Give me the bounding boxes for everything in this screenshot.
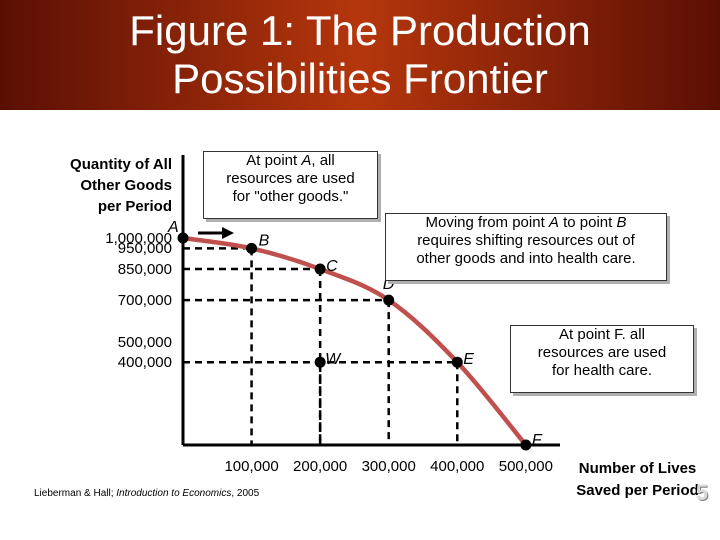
y-tick-label: 950,000 (117, 240, 172, 258)
slide-title-line-2: Possibilities Frontier (172, 55, 548, 102)
point-label-e: E (463, 351, 474, 368)
slide-title-line-1: Figure 1: The Production (129, 7, 591, 54)
callout-line: for "other goods." (232, 188, 349, 205)
callout-line: resources are used (226, 170, 355, 187)
x-tick-label: 400,000 (430, 458, 485, 475)
y-axis-label-line: Quantity of All (70, 156, 172, 173)
y-tick-label: 400,000 (117, 354, 172, 372)
point-d (383, 294, 395, 306)
point-label-w: W (325, 351, 342, 368)
x-axis-label: Number of Lives Saved per Period (560, 458, 715, 502)
y-tick-label: 700,000 (117, 292, 172, 310)
x-tick-label: 300,000 (361, 458, 416, 475)
callout-line: At point A, all (246, 152, 335, 169)
arrow-to-a-head (222, 227, 234, 239)
point-label-f: F (532, 432, 543, 449)
y-tick-label: 1,000,000 (105, 230, 172, 247)
point-w (314, 356, 326, 368)
y-axis-label: Quantity of All Other Goods per Period (2, 154, 172, 217)
callout-point-f: At point F. all resources are used for h… (510, 325, 694, 393)
footer-citation: Lieberman & Hall; Introduction to Econom… (34, 488, 260, 499)
point-label-b: B (259, 232, 270, 249)
title-bar: Figure 1: The Production Possibilities F… (0, 0, 720, 110)
callout-line: Moving from point A to point B (425, 214, 627, 231)
point-a (177, 232, 189, 244)
point-e (451, 356, 463, 368)
callout-line: for health care. (551, 362, 653, 379)
point-c (314, 263, 326, 275)
x-tick-label: 500,000 (498, 458, 553, 475)
callout-line: resources are used (537, 344, 667, 361)
y-axis-label-line: per Period (97, 198, 172, 215)
point-label-a: A (167, 219, 179, 236)
x-axis-label-line: Saved per Period (576, 482, 699, 499)
callout-point-a: At point A, all resources are used for "… (203, 151, 378, 219)
x-tick-label: 100,000 (224, 458, 279, 475)
point-b (246, 242, 258, 254)
y-axis-label-line: Other Goods (80, 177, 172, 194)
callout-line: requires shifting resources out of (417, 232, 635, 249)
y-tick-label: 850,000 (117, 261, 172, 279)
callout-line: At point F. all (559, 326, 645, 343)
y-tick-label: 500,000 (117, 333, 172, 351)
point-label-c: C (326, 258, 338, 275)
callout-line: other goods and into health care. (416, 250, 636, 267)
x-tick-label: 200,000 (293, 458, 348, 475)
point-f (520, 439, 532, 451)
page-number: 5 (695, 480, 708, 505)
x-axis-label-line: Number of Lives (578, 460, 697, 477)
callout-a-to-b: Moving from point A to point B requires … (385, 213, 667, 281)
